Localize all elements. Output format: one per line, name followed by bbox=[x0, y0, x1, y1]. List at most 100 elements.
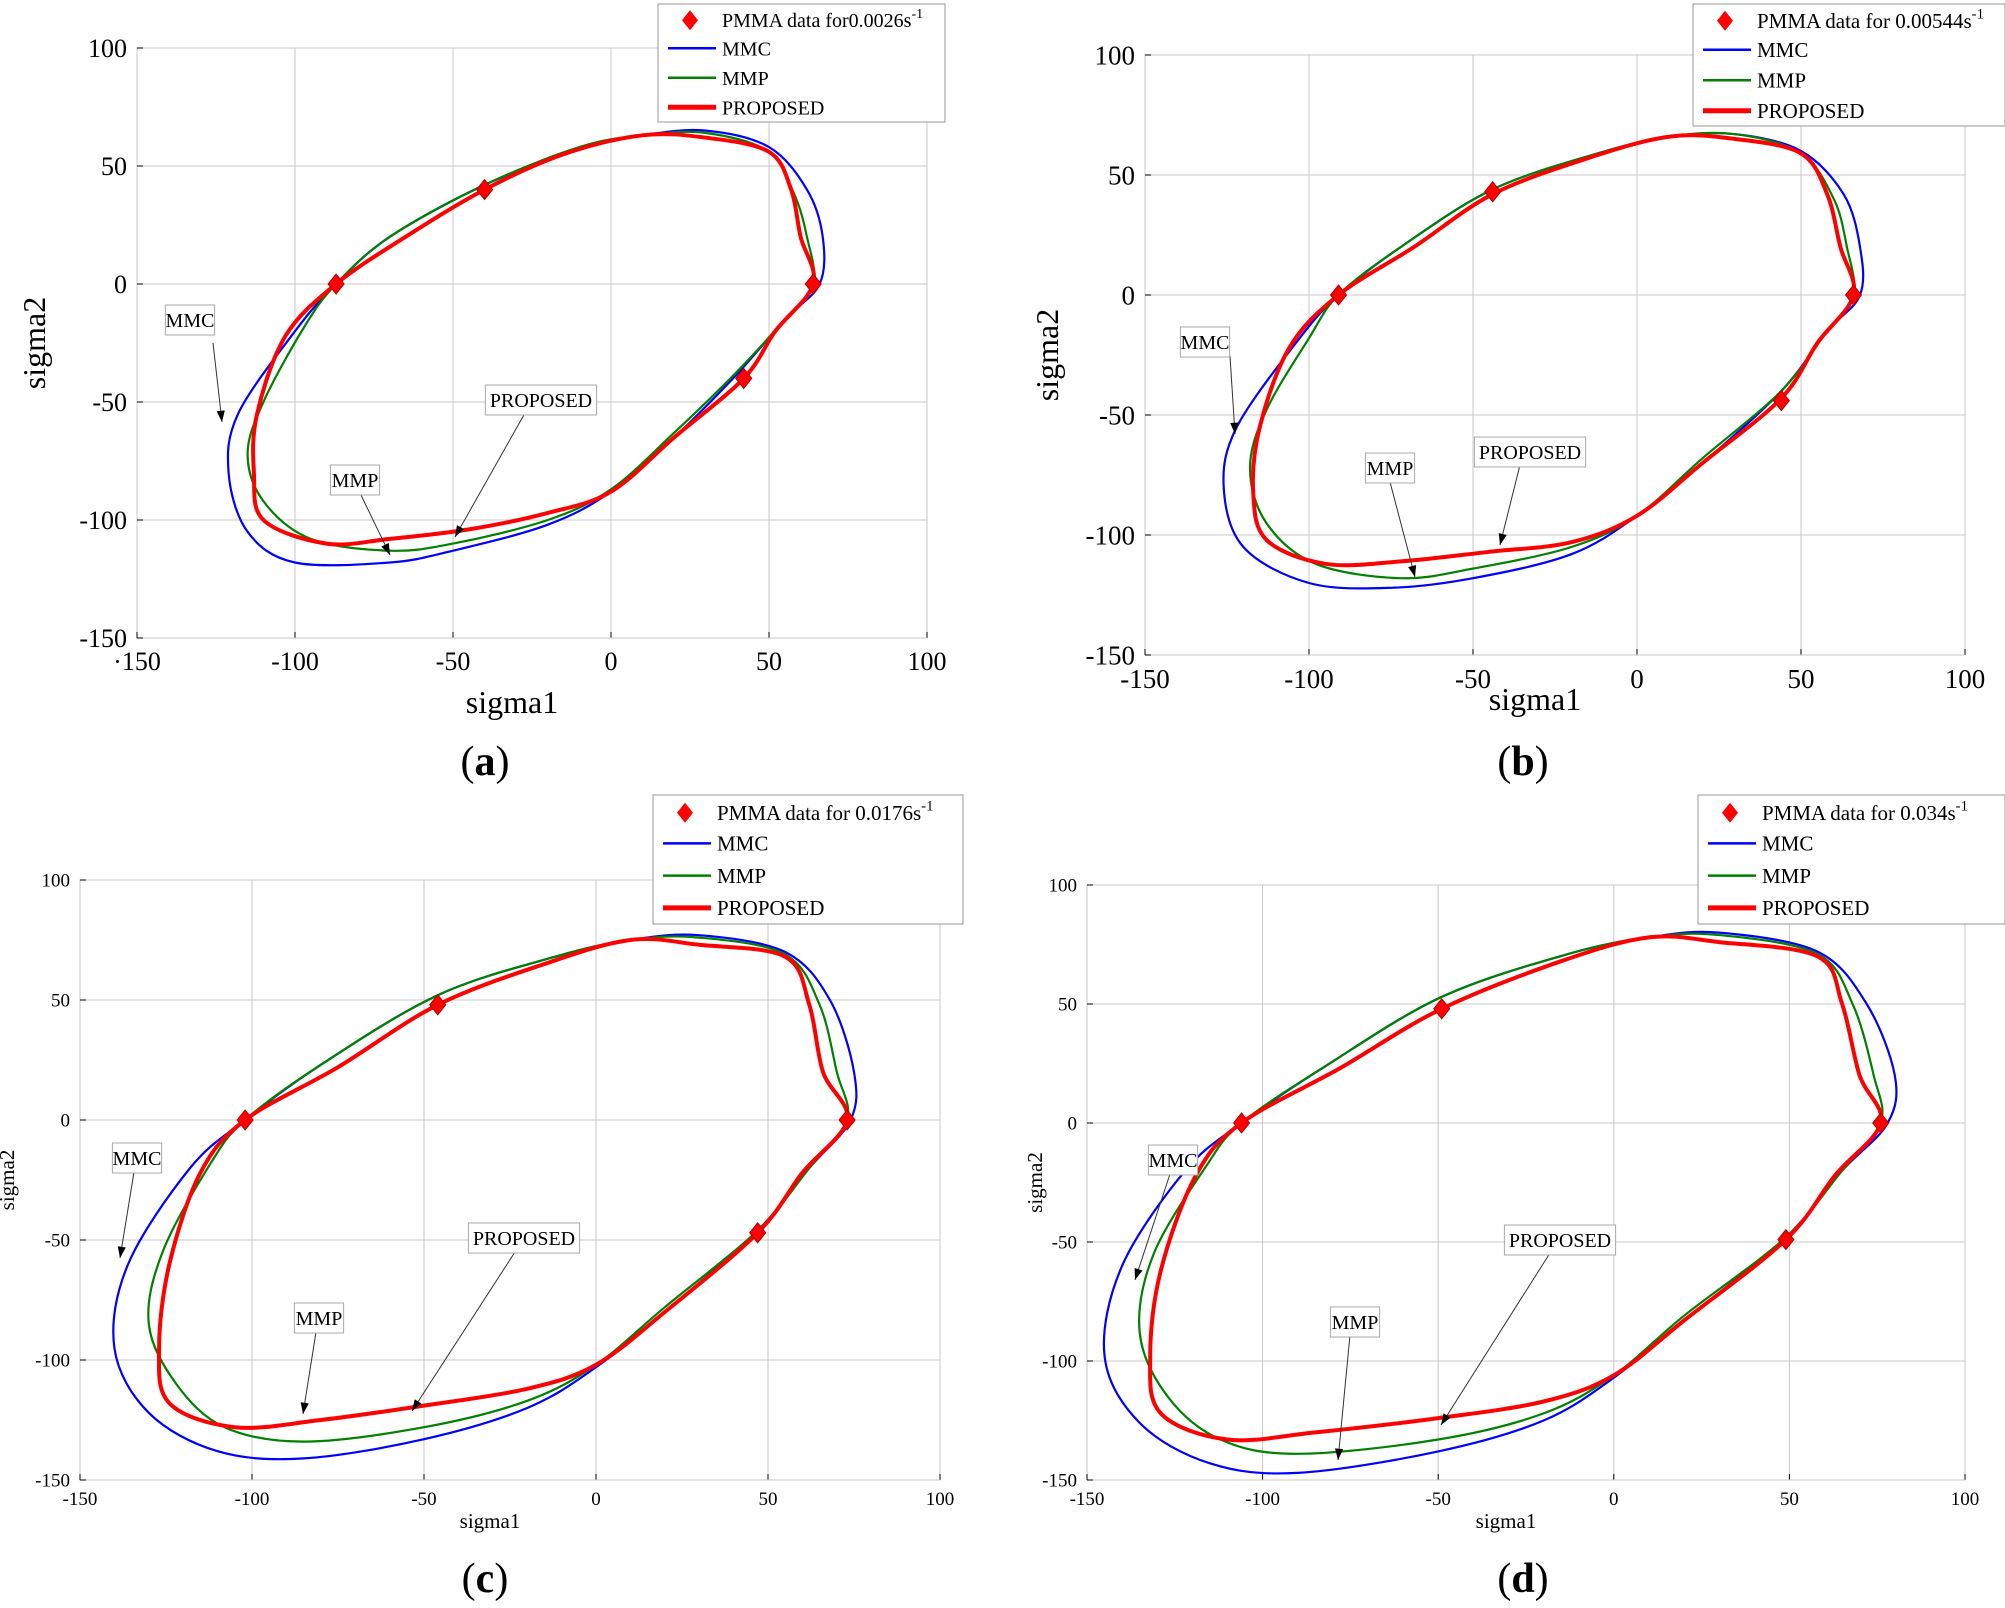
y-tick-label: 50 bbox=[51, 991, 70, 1012]
annotation-arrow-line bbox=[1389, 481, 1416, 578]
annotation-box bbox=[1147, 1144, 1199, 1176]
x-tick-label: ·150 bbox=[113, 647, 161, 676]
annotation-label: MMC bbox=[166, 310, 215, 332]
annotation-arrow-line bbox=[1134, 1173, 1171, 1281]
data-point-marker bbox=[1844, 284, 1863, 306]
data-point-marker bbox=[804, 273, 822, 295]
y-tick-label: 50 bbox=[101, 152, 127, 181]
annotation-arrowhead bbox=[455, 525, 465, 537]
data-point-marker bbox=[475, 178, 494, 201]
legend-label-proposed: PROPOSED bbox=[1762, 896, 1869, 920]
chart-panel-a: ·150 -100 -50 0 50 100 -150 -100 -50 0 50 100 sigma1… bbox=[16, 3, 947, 785]
annotation-label: MMC bbox=[1149, 1150, 1198, 1172]
x-tick-label: -100 bbox=[271, 647, 319, 676]
legend-label-proposed: PROPOSED bbox=[717, 896, 824, 920]
annotation-box bbox=[484, 384, 598, 416]
data-point-marker bbox=[1484, 180, 1502, 203]
x-tick-label: -150 bbox=[63, 1489, 98, 1510]
series-line-mmc bbox=[1102, 930, 1898, 1475]
legend-label-pmma: PMMA data for 0.034s-1 bbox=[1762, 799, 1968, 825]
y-axis-label: sigma2 bbox=[0, 1150, 19, 1211]
x-tick-label: -50 bbox=[1455, 664, 1491, 694]
annotation-label: MMC bbox=[113, 1148, 162, 1170]
y-tick-label: 100 bbox=[1049, 876, 1078, 897]
legend-label-proposed: PROPOSED bbox=[1757, 99, 1864, 123]
x-tick-label: -100 bbox=[235, 1489, 270, 1510]
series-line-mmp bbox=[1248, 131, 1856, 580]
y-tick-label: -150 bbox=[1042, 1471, 1077, 1492]
annotation-arrowhead bbox=[381, 543, 390, 555]
annotation-arrow-line bbox=[212, 342, 223, 423]
data-point-marker bbox=[749, 1221, 767, 1244]
y-tick-label: -50 bbox=[45, 1231, 70, 1252]
data-point-marker bbox=[838, 1109, 856, 1131]
x-tick-label: -50 bbox=[1426, 1489, 1451, 1510]
annotation-arrow-line bbox=[302, 1331, 317, 1415]
annotation-label: MMP bbox=[296, 1308, 343, 1330]
x-tick-label: -100 bbox=[1284, 664, 1334, 694]
legend-label-mmc: MMC bbox=[722, 38, 771, 60]
data-point-marker bbox=[327, 273, 345, 295]
legend-marker-pmma bbox=[682, 10, 698, 31]
plot-frame bbox=[136, 47, 928, 639]
legend-label-pmma: PMMA data for 0.0176s-1 bbox=[717, 799, 933, 825]
y-tick-label: -100 bbox=[35, 1351, 70, 1372]
legend: PMMA data for 0.0176s-1 MMC MMP PROPOSED bbox=[652, 794, 964, 925]
y-tick-label: 100 bbox=[88, 34, 127, 63]
x-tick-label: -100 bbox=[1245, 1489, 1280, 1510]
annotation-box bbox=[1364, 452, 1416, 484]
y-tick-label: 50 bbox=[1058, 995, 1077, 1016]
x-tick-label: -50 bbox=[436, 647, 471, 676]
annotation-label: MMP bbox=[332, 470, 379, 492]
chart-panel-c: -150 -100 -50 0 50 100 -150 -100 -50 0 50 100 sigma1… bbox=[0, 794, 964, 1602]
annotation-box bbox=[293, 1302, 345, 1334]
y-tick-label: -50 bbox=[1099, 400, 1135, 430]
y-tick-label: -150 bbox=[35, 1471, 70, 1492]
annotation-box bbox=[1329, 1306, 1381, 1338]
series-line-proposed bbox=[1250, 133, 1857, 568]
annotation-arrowhead bbox=[300, 1402, 309, 1414]
annotation-arrowhead bbox=[117, 1246, 126, 1258]
y-tick-label: 100 bbox=[42, 871, 71, 892]
annotation-arrow-line bbox=[1229, 355, 1236, 435]
legend-label-mmc: MMC bbox=[717, 832, 768, 856]
legend-label-mmp: MMP bbox=[717, 864, 766, 888]
annotation-arrowhead bbox=[1408, 565, 1417, 577]
y-tick-label: -50 bbox=[1052, 1233, 1077, 1254]
y-tick-label: 50 bbox=[1108, 160, 1135, 190]
annotation-arrowhead bbox=[1134, 1268, 1143, 1280]
legend: PMMA data for 0.00544s-1 MMC MMP PROPOSED bbox=[1692, 3, 2005, 127]
data-point-marker bbox=[735, 367, 753, 390]
y-tick-label: -150 bbox=[79, 624, 127, 653]
panel-label: (d) bbox=[1497, 1556, 1548, 1602]
panel-label: (c) bbox=[462, 1556, 509, 1602]
x-tick-label: 50 bbox=[1788, 664, 1815, 694]
legend-label-proposed: PROPOSED bbox=[722, 97, 824, 119]
data-point-marker bbox=[1777, 1228, 1795, 1251]
annotation-label: PROPOSED bbox=[1479, 442, 1581, 464]
chart-panel-b: -150 -100 -50 0 50 100 -150 -100 -50 0 50 100 sigma1… bbox=[1029, 3, 2005, 785]
x-tick-label: 100 bbox=[1951, 1489, 1980, 1510]
annotation-box bbox=[1503, 1224, 1617, 1256]
annotation-arrowhead bbox=[1334, 1448, 1344, 1460]
y-tick-label: 0 bbox=[1122, 280, 1136, 310]
x-tick-label: -50 bbox=[411, 1489, 436, 1510]
data-point-marker bbox=[1433, 997, 1451, 1020]
y-axis-label: sigma2 bbox=[1029, 309, 1065, 401]
annotation-box bbox=[164, 304, 216, 336]
annotation-arrowhead bbox=[1498, 533, 1507, 545]
data-point-marker bbox=[1772, 389, 1790, 412]
x-tick-label: 50 bbox=[1780, 1489, 1799, 1510]
x-tick-label: 0 bbox=[1609, 1489, 1619, 1510]
y-axis-label: sigma2 bbox=[1023, 1152, 1047, 1213]
y-tick-label: 0 bbox=[61, 1111, 71, 1132]
panel-label: (b) bbox=[1497, 739, 1548, 785]
annotation-label: MMP bbox=[1332, 1312, 1379, 1334]
annotation-arrow-line bbox=[1440, 1252, 1551, 1426]
x-tick-label: 0 bbox=[591, 1489, 601, 1510]
series-line-mmp bbox=[147, 935, 850, 1443]
annotation-arrow-line bbox=[411, 1251, 516, 1412]
x-tick-label: 100 bbox=[908, 647, 947, 676]
x-tick-label: 50 bbox=[759, 1489, 778, 1510]
